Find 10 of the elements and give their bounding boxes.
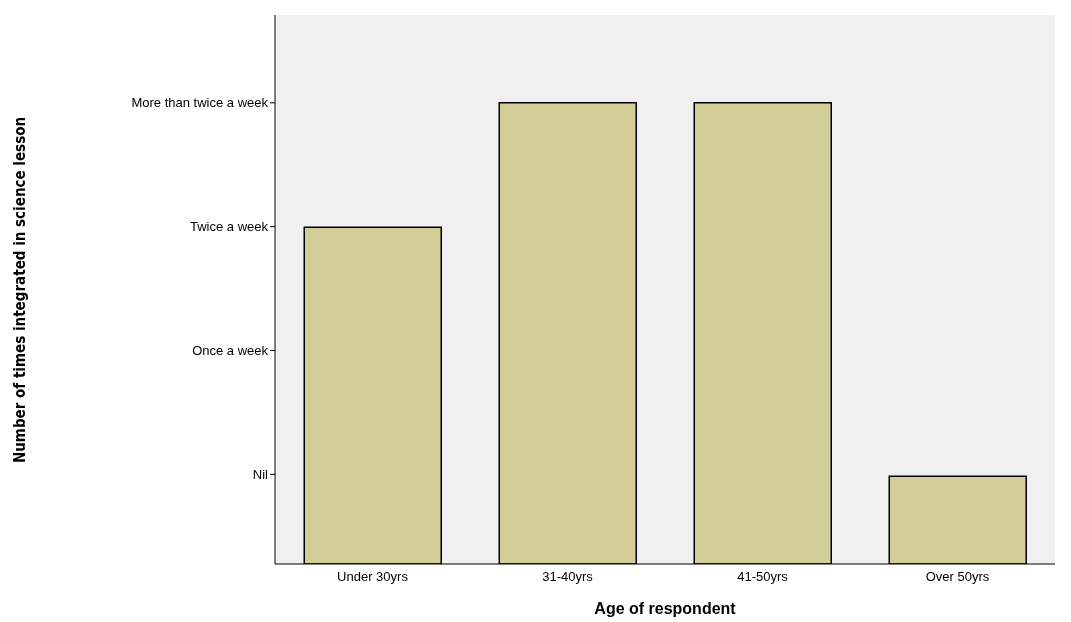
x-tick-label: 31-40yrs (542, 569, 594, 585)
text: Twice a week (189, 219, 269, 235)
x-tick-label: Under 30yrs (337, 569, 409, 585)
text: More than twice a week (131, 95, 269, 111)
x-tick-label: Over 50yrs (925, 569, 990, 585)
text: Number of times integrated in science lesson (11, 116, 29, 464)
text: Once a week (192, 343, 269, 359)
x-axis-title: Age of respondent (593, 600, 737, 618)
x-tick-label: 41-50yrs (737, 569, 789, 585)
text: Nil (252, 466, 269, 482)
